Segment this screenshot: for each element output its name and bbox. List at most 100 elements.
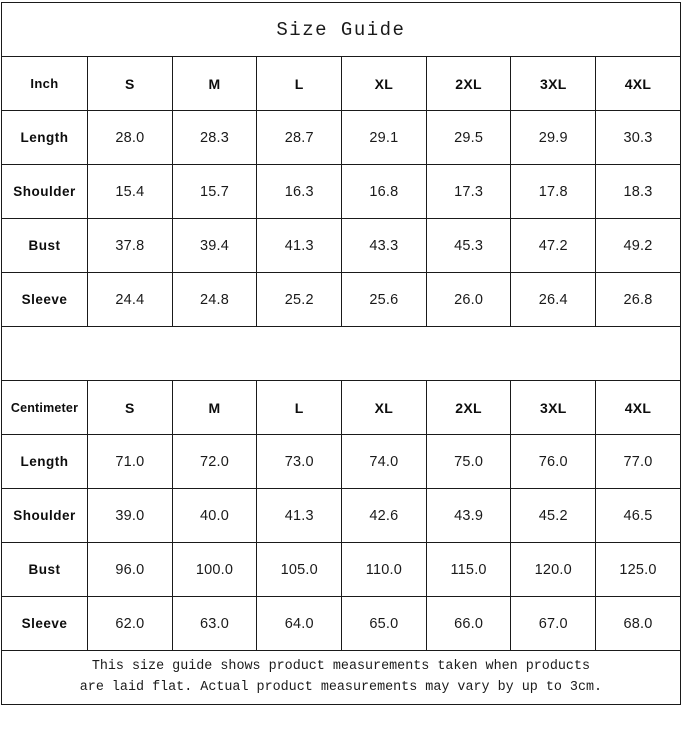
cell-inch-bust-s: 37.8 xyxy=(87,218,173,273)
cell-inch-bust-l: 41.3 xyxy=(256,218,343,273)
cell-cm-sleeve-l: 64.0 xyxy=(256,596,343,651)
cell-cm-length-m: 72.0 xyxy=(171,434,258,489)
cell-cm-bust-xl: 110.0 xyxy=(341,542,427,597)
cell-inch-shoulder-l: 16.3 xyxy=(256,164,343,219)
cell-cm-sleeve-4xl: 68.0 xyxy=(595,596,681,651)
cell-cm-sleeve-2xl: 66.0 xyxy=(425,596,512,651)
header-row-centimeter: Centimeter S M L XL 2XL 3XL 4XL xyxy=(1,380,681,435)
page-title: Size Guide xyxy=(1,2,681,57)
table-row: Sleeve 24.4 24.8 25.2 25.6 26.0 26.4 26.… xyxy=(1,272,681,327)
cell-inch-shoulder-m: 15.7 xyxy=(171,164,258,219)
cell-inch-sleeve-4xl: 26.8 xyxy=(595,272,681,327)
cell-cm-shoulder-4xl: 46.5 xyxy=(595,488,681,543)
cell-cm-shoulder-l: 41.3 xyxy=(256,488,343,543)
cell-cm-length-3xl: 76.0 xyxy=(510,434,597,489)
unit-label-inch: Inch xyxy=(1,56,88,111)
row-label-length-cm: Length xyxy=(1,434,88,489)
cell-inch-sleeve-2xl: 26.0 xyxy=(425,272,512,327)
size-header-cm-2xl: 2XL xyxy=(425,380,512,435)
row-label-length-inch: Length xyxy=(1,110,88,165)
note-line-2: are laid flat. Actual product measuremen… xyxy=(79,679,603,695)
size-header-3xl: 3XL xyxy=(510,56,597,111)
cell-inch-length-l: 28.7 xyxy=(256,110,343,165)
cell-inch-length-m: 28.3 xyxy=(171,110,258,165)
size-header-cm-m: M xyxy=(171,380,258,435)
cell-inch-shoulder-2xl: 17.3 xyxy=(425,164,512,219)
header-row-inch: Inch S M L XL 2XL 3XL 4XL xyxy=(1,56,681,111)
table-row: Shoulder 39.0 40.0 41.3 42.6 43.9 45.2 4… xyxy=(1,488,681,543)
size-header-cm-l: L xyxy=(256,380,343,435)
cell-inch-shoulder-4xl: 18.3 xyxy=(595,164,681,219)
size-header-cm-s: S xyxy=(87,380,173,435)
table-spacer-row xyxy=(1,326,681,381)
table-row: Shoulder 15.4 15.7 16.3 16.8 17.3 17.8 1… xyxy=(1,164,681,219)
cell-cm-shoulder-xl: 42.6 xyxy=(341,488,427,543)
cell-cm-shoulder-3xl: 45.2 xyxy=(510,488,597,543)
cell-inch-shoulder-3xl: 17.8 xyxy=(510,164,597,219)
cell-cm-shoulder-s: 39.0 xyxy=(87,488,173,543)
size-header-cm-3xl: 3XL xyxy=(510,380,597,435)
size-guide-table: Size Guide Inch S M L XL 2XL 3XL 4XL Len… xyxy=(1,2,681,705)
cell-cm-length-l: 73.0 xyxy=(256,434,343,489)
table-row: Length 28.0 28.3 28.7 29.1 29.5 29.9 30.… xyxy=(1,110,681,165)
size-header-2xl: 2XL xyxy=(425,56,512,111)
cell-cm-sleeve-s: 62.0 xyxy=(87,596,173,651)
cell-cm-bust-s: 96.0 xyxy=(87,542,173,597)
size-header-4xl: 4XL xyxy=(595,56,681,111)
cell-inch-length-4xl: 30.3 xyxy=(595,110,681,165)
cell-inch-length-2xl: 29.5 xyxy=(425,110,512,165)
cell-cm-length-4xl: 77.0 xyxy=(595,434,681,489)
table-row: Length 71.0 72.0 73.0 74.0 75.0 76.0 77.… xyxy=(1,434,681,489)
size-header-s: S xyxy=(87,56,173,111)
cell-cm-bust-m: 100.0 xyxy=(171,542,258,597)
cell-cm-bust-2xl: 115.0 xyxy=(425,542,512,597)
cell-inch-sleeve-s: 24.4 xyxy=(87,272,173,327)
table-row: Bust 37.8 39.4 41.3 43.3 45.3 47.2 49.2 xyxy=(1,218,681,273)
row-label-shoulder-inch: Shoulder xyxy=(1,164,88,219)
size-header-l: L xyxy=(256,56,343,111)
row-label-shoulder-cm: Shoulder xyxy=(1,488,88,543)
cell-cm-bust-3xl: 120.0 xyxy=(510,542,597,597)
size-header-cm-4xl: 4XL xyxy=(595,380,681,435)
cell-inch-bust-3xl: 47.2 xyxy=(510,218,597,273)
unit-label-centimeter: Centimeter xyxy=(1,380,88,435)
table-row: Bust 96.0 100.0 105.0 110.0 115.0 120.0 … xyxy=(1,542,681,597)
cell-inch-shoulder-s: 15.4 xyxy=(87,164,173,219)
row-label-sleeve-cm: Sleeve xyxy=(1,596,88,651)
cell-inch-sleeve-l: 25.2 xyxy=(256,272,343,327)
cell-inch-shoulder-xl: 16.8 xyxy=(341,164,427,219)
cell-cm-length-xl: 74.0 xyxy=(341,434,427,489)
cell-inch-bust-xl: 43.3 xyxy=(341,218,427,273)
cell-cm-sleeve-xl: 65.0 xyxy=(341,596,427,651)
row-label-bust-cm: Bust xyxy=(1,542,88,597)
size-header-xl: XL xyxy=(341,56,427,111)
cell-cm-sleeve-m: 63.0 xyxy=(171,596,258,651)
cell-inch-length-xl: 29.1 xyxy=(341,110,427,165)
size-guide-note: This size guide shows product measuremen… xyxy=(1,650,681,705)
cell-cm-sleeve-3xl: 67.0 xyxy=(510,596,597,651)
cell-cm-length-2xl: 75.0 xyxy=(425,434,512,489)
cell-cm-bust-l: 105.0 xyxy=(256,542,343,597)
cell-inch-length-3xl: 29.9 xyxy=(510,110,597,165)
cell-inch-sleeve-3xl: 26.4 xyxy=(510,272,597,327)
row-label-sleeve-inch: Sleeve xyxy=(1,272,88,327)
table-spacer xyxy=(1,326,681,381)
cell-inch-bust-4xl: 49.2 xyxy=(595,218,681,273)
size-header-m: M xyxy=(171,56,258,111)
title-row: Size Guide xyxy=(1,2,681,57)
size-header-cm-xl: XL xyxy=(341,380,427,435)
note-line-1: This size guide shows product measuremen… xyxy=(91,658,591,674)
cell-cm-shoulder-2xl: 43.9 xyxy=(425,488,512,543)
note-row: This size guide shows product measuremen… xyxy=(1,650,681,705)
table-row: Sleeve 62.0 63.0 64.0 65.0 66.0 67.0 68.… xyxy=(1,596,681,651)
cell-inch-sleeve-m: 24.8 xyxy=(171,272,258,327)
cell-cm-length-s: 71.0 xyxy=(87,434,173,489)
cell-cm-shoulder-m: 40.0 xyxy=(171,488,258,543)
row-label-bust-inch: Bust xyxy=(1,218,88,273)
cell-inch-bust-2xl: 45.3 xyxy=(425,218,512,273)
cell-inch-length-s: 28.0 xyxy=(87,110,173,165)
cell-inch-bust-m: 39.4 xyxy=(171,218,258,273)
cell-cm-bust-4xl: 125.0 xyxy=(595,542,681,597)
cell-inch-sleeve-xl: 25.6 xyxy=(341,272,427,327)
